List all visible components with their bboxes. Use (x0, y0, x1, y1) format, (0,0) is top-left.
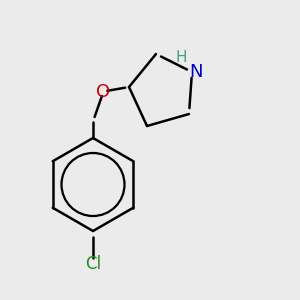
Text: O: O (96, 82, 111, 100)
Text: H: H (176, 50, 187, 65)
Text: Cl: Cl (85, 255, 101, 273)
Text: N: N (189, 63, 203, 81)
